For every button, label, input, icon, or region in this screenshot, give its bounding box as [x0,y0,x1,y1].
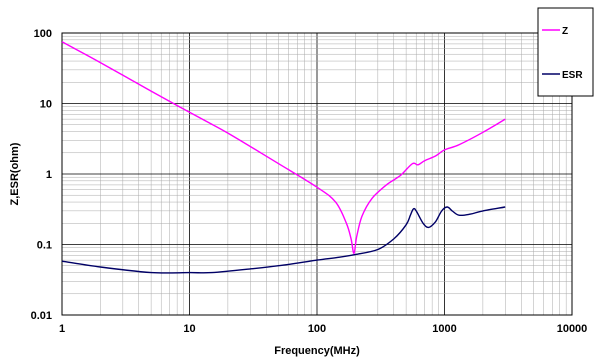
legend: Z ESR [537,7,594,97]
x-tick-label: 10000 [557,323,588,335]
legend-label-esr: ESR [562,70,583,81]
x-tick-label: 1 [59,323,65,335]
legend-box [537,7,594,97]
y-tick-label: 1 [46,169,52,181]
series-layer [61,41,506,274]
legend-label-z: Z [562,26,568,37]
x-tick-label: 100 [308,323,326,335]
tick-labels: 1 10 100 1000 10000 0.01 0.1 1 10 100 [31,28,588,335]
y-tick-label: 0.1 [37,240,52,252]
plot-area-border [61,32,573,316]
grid [61,33,572,316]
y-tick-label: 0.01 [31,310,52,322]
x-tick-label: 1000 [432,323,456,335]
y-tick-label: 10 [40,99,52,111]
y-tick-label: 100 [34,28,52,40]
series-line-z [61,41,506,255]
x-axis-title: Frequency(MHz) [274,345,360,357]
x-tick-label: 10 [183,323,195,335]
y-axis-title: Z,ESR(ohm) [9,142,21,205]
series-line-esr [61,206,506,274]
